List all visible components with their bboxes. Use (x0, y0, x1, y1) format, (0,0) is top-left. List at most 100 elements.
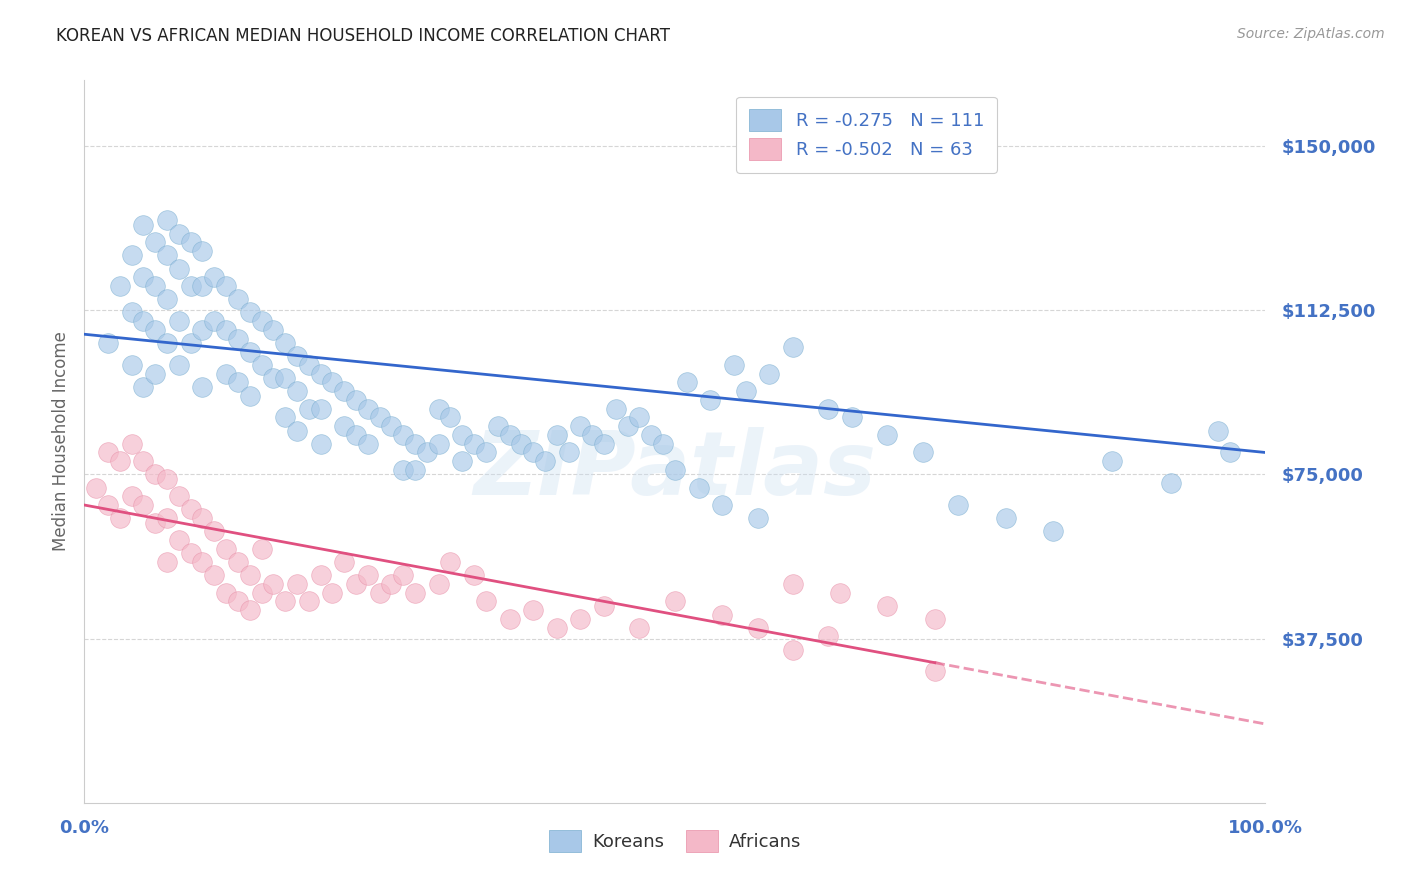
Point (191, 511, 214, 525)
Point (876, 428, 898, 442)
Point (380, 419, 402, 434)
Point (747, 621, 769, 635)
Point (156, 248, 179, 262)
Point (924, 612, 946, 626)
Point (463, 568, 485, 582)
Point (309, 568, 332, 582)
Point (180, 235, 202, 250)
Point (510, 436, 533, 450)
Point (298, 594, 321, 608)
Point (239, 344, 262, 359)
Point (711, 498, 734, 512)
Point (344, 428, 367, 442)
Point (782, 340, 804, 354)
Point (215, 279, 238, 293)
Point (167, 227, 190, 241)
Point (226, 594, 249, 608)
Point (439, 555, 461, 569)
Point (180, 279, 202, 293)
Point (132, 498, 155, 512)
Point (1160, 476, 1182, 491)
Point (427, 436, 450, 450)
Point (593, 599, 616, 613)
Point (167, 533, 190, 547)
Point (333, 555, 356, 569)
Point (180, 546, 202, 560)
Point (404, 436, 426, 450)
Point (309, 436, 332, 450)
Y-axis label: Median Household Income: Median Household Income (52, 332, 70, 551)
Point (274, 594, 297, 608)
Point (226, 332, 249, 346)
Point (239, 603, 262, 617)
Point (143, 367, 166, 381)
Point (1219, 445, 1241, 459)
Point (911, 445, 934, 459)
Point (451, 428, 474, 442)
Point (215, 323, 238, 337)
Point (463, 436, 485, 450)
Point (392, 568, 415, 582)
Point (143, 467, 166, 482)
Point (121, 358, 143, 372)
Point (734, 384, 756, 399)
Point (664, 594, 686, 608)
Point (285, 349, 308, 363)
Point (723, 358, 745, 372)
Point (344, 392, 367, 407)
Point (239, 388, 262, 402)
Point (475, 445, 498, 459)
Point (132, 218, 155, 232)
Point (416, 445, 439, 459)
Point (924, 665, 946, 679)
Point (664, 463, 686, 477)
Point (309, 401, 332, 416)
Point (675, 376, 697, 390)
Point (262, 323, 284, 337)
Point (427, 577, 450, 591)
Point (250, 314, 273, 328)
Point (640, 428, 662, 442)
Point (156, 292, 179, 306)
Point (250, 585, 273, 599)
Point (830, 585, 852, 599)
Point (404, 585, 426, 599)
Point (262, 371, 284, 385)
Point (392, 463, 415, 477)
Point (226, 376, 249, 390)
Point (817, 629, 839, 643)
Point (333, 384, 356, 399)
Point (156, 213, 179, 227)
Point (948, 498, 970, 512)
Point (747, 511, 769, 525)
Point (557, 445, 579, 459)
Point (274, 410, 297, 425)
Point (143, 516, 166, 530)
Point (688, 481, 710, 495)
Point (1101, 454, 1123, 468)
Point (427, 401, 450, 416)
Point (451, 454, 474, 468)
Point (782, 642, 804, 657)
Point (108, 454, 131, 468)
Text: ZIPatlas: ZIPatlas (474, 427, 876, 514)
Point (274, 371, 297, 385)
Point (121, 436, 143, 450)
Point (344, 577, 367, 591)
Point (121, 489, 143, 503)
Point (239, 305, 262, 319)
Point (167, 358, 190, 372)
Point (180, 336, 202, 351)
Point (132, 314, 155, 328)
Point (782, 577, 804, 591)
Point (202, 524, 225, 539)
Point (569, 419, 592, 434)
Point (285, 424, 308, 438)
Point (628, 410, 651, 425)
Point (486, 419, 509, 434)
Point (167, 489, 190, 503)
Point (226, 555, 249, 569)
Point (215, 367, 238, 381)
Point (121, 248, 143, 262)
Point (569, 612, 592, 626)
